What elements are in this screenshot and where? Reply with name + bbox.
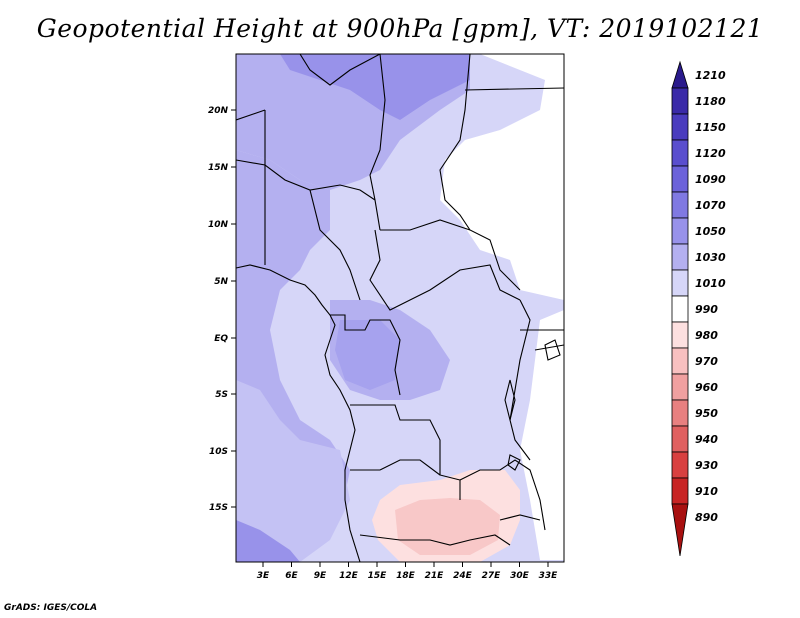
lat-tick-label: 15S <box>209 503 228 513</box>
lon-tick-label: 21E <box>425 571 445 581</box>
lon-tick-label: 18E <box>396 571 416 581</box>
colorbar-level-label: 1180 <box>695 95 726 108</box>
lon-tick-label: 15E <box>368 571 388 581</box>
colorbar-level-label: 1210 <box>695 69 726 82</box>
colorbar-swatch <box>671 87 689 115</box>
colorbar-swatch <box>671 269 689 297</box>
colorbar-swatch <box>671 165 689 193</box>
footer-credit: GrADS: IGES/COLA <box>4 603 98 613</box>
colorbar-swatch <box>671 113 689 141</box>
colorbar-level-label: 1050 <box>695 225 726 238</box>
colorbar-arrow-top <box>671 60 689 89</box>
colorbar-level-label: 1030 <box>695 251 726 264</box>
colorbar-swatch <box>671 139 689 167</box>
colorbar-arrow-bottom <box>671 503 689 557</box>
lon-tick-label: 30E <box>510 571 530 581</box>
colorbar-swatch <box>671 191 689 219</box>
lat-tick-label: 5N <box>214 277 228 287</box>
colorbar-level-label: 1150 <box>695 121 726 134</box>
colorbar-level-label: 990 <box>695 303 718 316</box>
lon-tick-label: 27E <box>482 571 502 581</box>
lon-tick-label: 12E <box>339 571 359 581</box>
lon-tick-label: 33E <box>539 571 559 581</box>
colorbar-level-label: 910 <box>695 485 718 498</box>
colorbar-swatch <box>671 347 689 375</box>
country-borders <box>236 54 564 562</box>
colorbar-level-label: 890 <box>695 511 718 524</box>
colorbar-swatch <box>671 451 689 479</box>
colorbar-swatch <box>671 243 689 271</box>
colorbar-level-label: 930 <box>695 459 718 472</box>
colorbar-level-label: 1120 <box>695 147 726 160</box>
colorbar-level-label: 1090 <box>695 173 726 186</box>
colorbar-swatch <box>671 399 689 427</box>
colorbar-swatch <box>671 217 689 245</box>
latitude-axis: 20N 15N 10N 5N EQ 5S 10S 15S <box>208 106 236 513</box>
colorbar-swatch <box>671 425 689 453</box>
colorbar-swatch <box>671 321 689 349</box>
lat-tick-label: 10N <box>208 220 229 230</box>
colorbar-level-label: 980 <box>695 329 718 342</box>
colorbar-level-label: 970 <box>695 355 718 368</box>
lon-tick-label: 9E <box>314 571 327 581</box>
lon-tick-label: 24E <box>453 571 473 581</box>
lon-tick-label: 6E <box>285 571 298 581</box>
colorbar-swatch <box>671 295 689 323</box>
colorbar-level-label: 940 <box>695 433 718 446</box>
colorbar: 1210 1180 1150 1120 1090 1070 1050 1030 1010 990 9… <box>671 60 726 557</box>
longitude-axis: 3E 6E 9E 12E 15E 18E 21E 24E 27E 30E 33E <box>257 562 558 581</box>
lat-tick-label: 10S <box>209 447 228 457</box>
colorbar-level-label: 1070 <box>695 199 726 212</box>
lat-tick-label: 20N <box>208 106 229 116</box>
map-frame <box>235 53 565 563</box>
colorbar-level-label: 1010 <box>695 277 726 290</box>
colorbar-level-label: 960 <box>695 381 718 394</box>
lon-tick-label: 3E <box>257 571 270 581</box>
height-field <box>236 54 564 562</box>
colorbar-level-label: 950 <box>695 407 718 420</box>
lat-tick-label: EQ <box>214 334 228 344</box>
lat-tick-label: 15N <box>208 163 229 173</box>
lat-tick-label: 5S <box>215 390 228 400</box>
colorbar-swatch <box>671 477 689 505</box>
map-title: Geopotential Height at 900hPa [gpm], VT:… <box>36 14 764 43</box>
colorbar-swatch <box>671 373 689 401</box>
